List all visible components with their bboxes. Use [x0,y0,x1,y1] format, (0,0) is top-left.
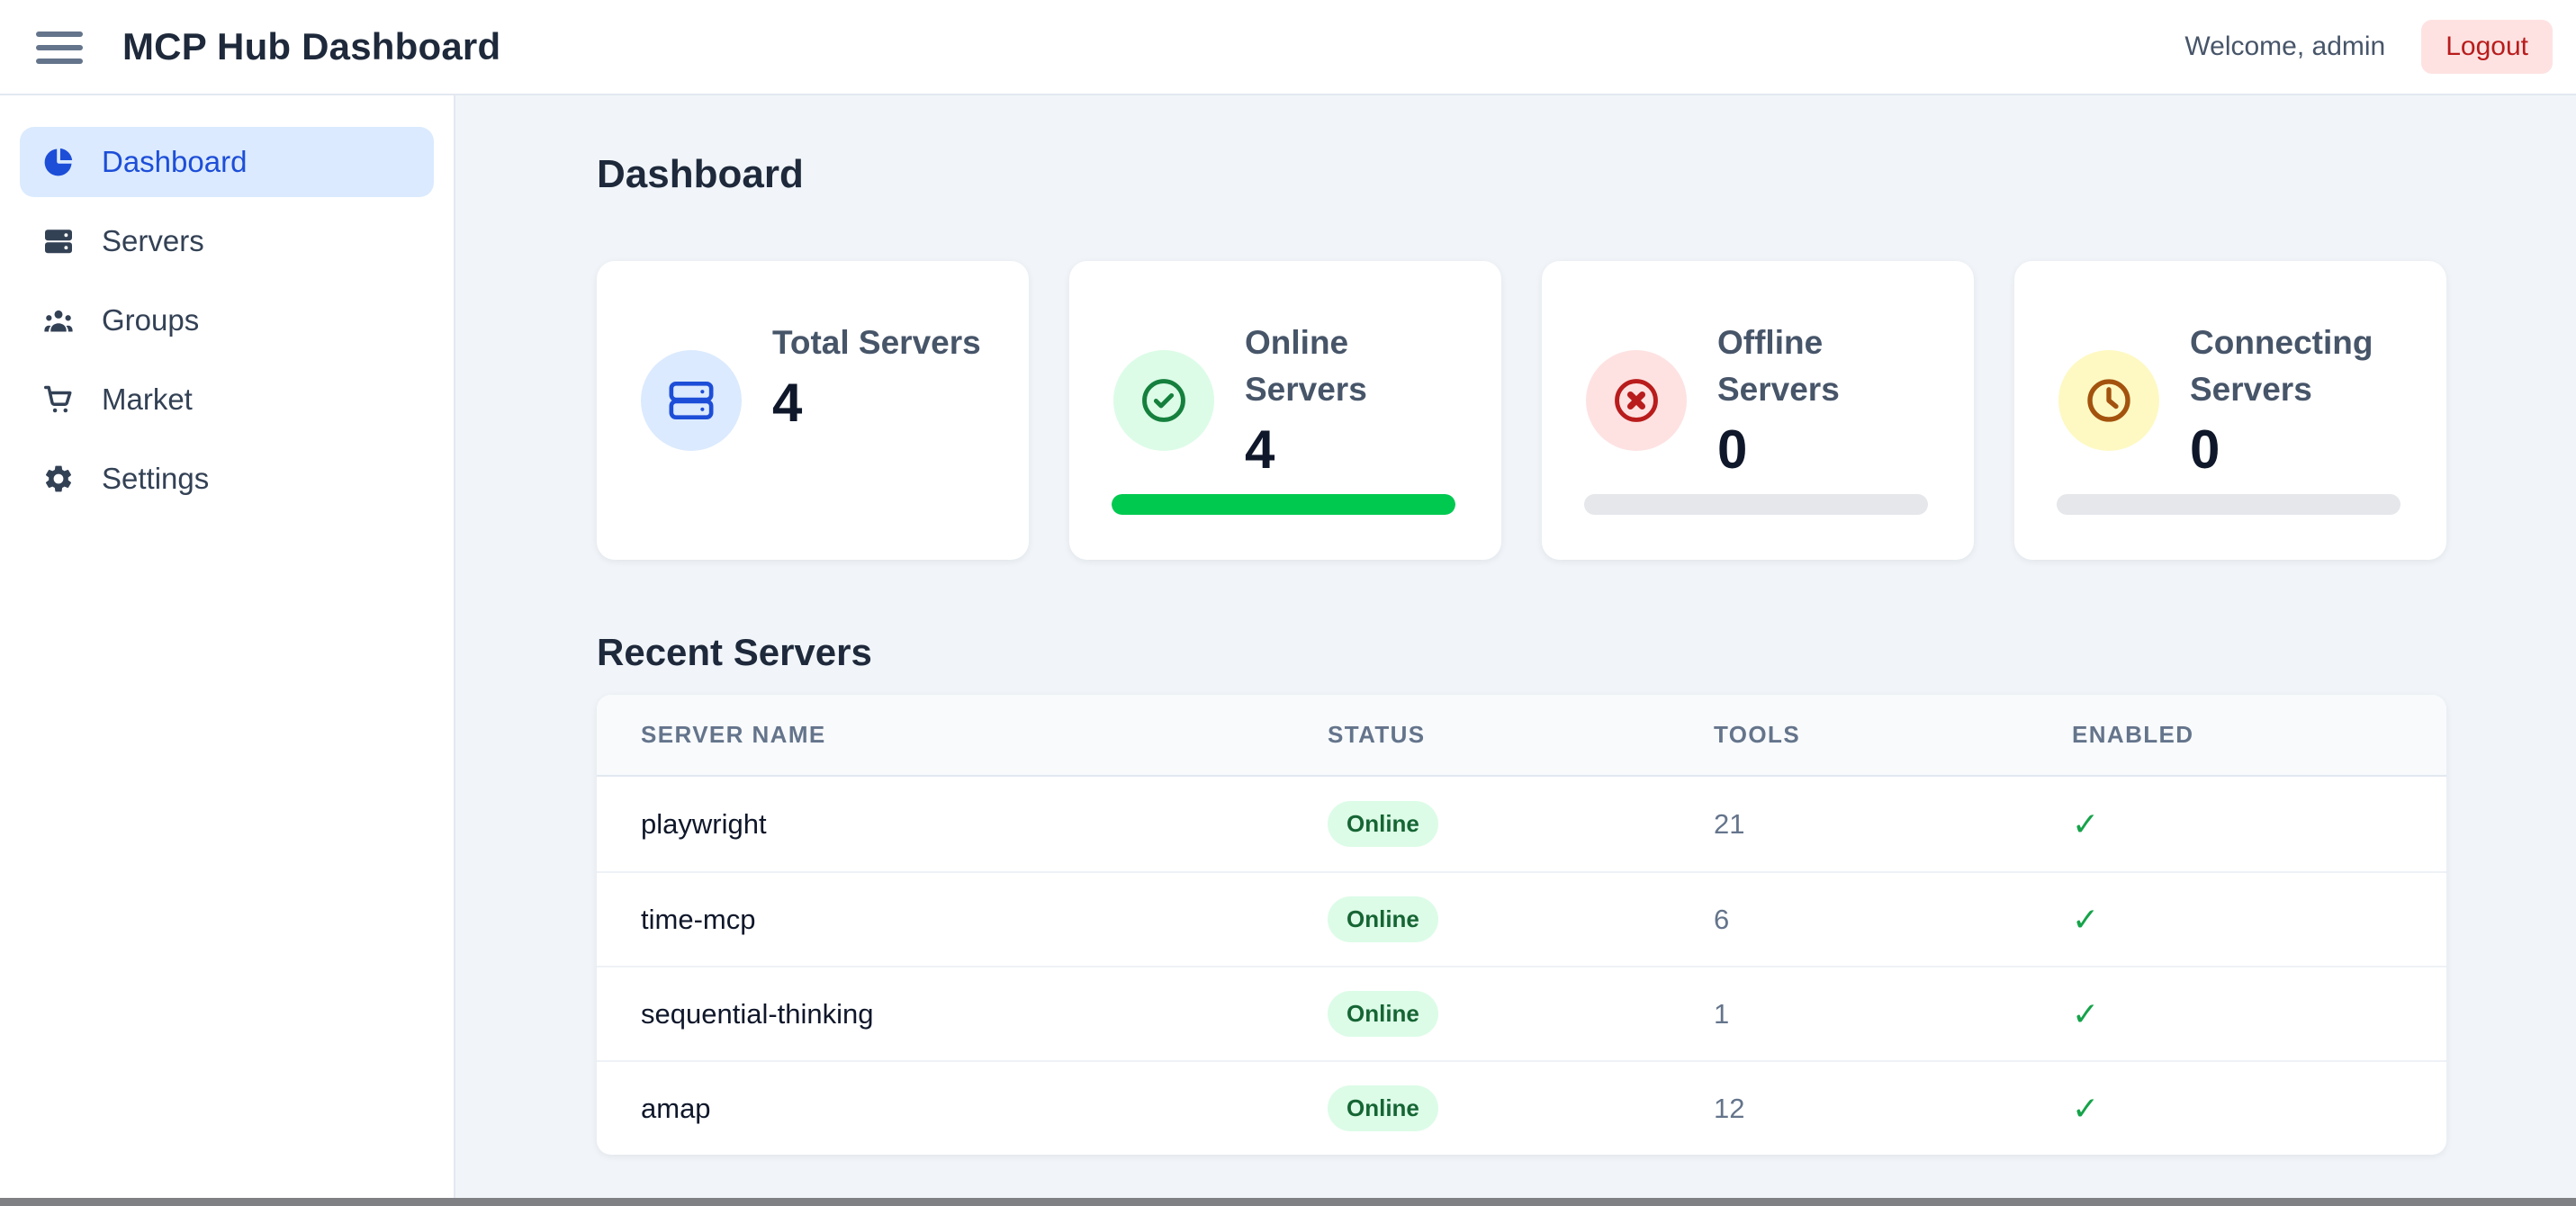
progress-bar [1112,494,1455,515]
welcome-text: Welcome, admin [2184,32,2386,61]
cart-icon [42,383,75,416]
server-name-cell: amap [641,1092,711,1124]
server-name-cell: playwright [641,807,767,840]
stat-label: Offline Servers [1717,324,1840,408]
sidebar-item-label: Dashboard [102,145,248,178]
clock-icon [2058,350,2159,451]
stat-card-connecting-servers: Connecting Servers 0 [2014,261,2446,560]
stat-value: 0 [2190,419,2220,480]
table-row: playwright Online 21 ✓ [597,777,2446,871]
sidebar-item-dashboard[interactable]: Dashboard [20,127,434,197]
server-icon [641,350,742,451]
top-header: MCP Hub Dashboard Welcome, admin Logout [0,0,2576,95]
tools-count-cell: 12 [1714,1092,1745,1124]
sidebar-item-label: Groups [102,303,200,337]
horizontal-scrollbar[interactable] [0,1198,2576,1206]
tools-count-cell: 21 [1714,807,1745,840]
status-cell: Online [1283,1085,1670,1131]
column-header-enabled: Enabled [2072,721,2194,748]
stat-label: Online Servers [1245,324,1367,408]
sidebar-item-groups[interactable]: Groups [20,285,434,356]
server-name-cell: time-mcp [641,903,756,935]
column-header-tools: Tools [1714,721,1801,748]
main-content: Dashboard Total Servers 4 [455,95,2576,1206]
sidebar: Dashboard Servers [0,95,455,1198]
sidebar-item-label: Servers [102,224,204,257]
stat-card-online-servers: Online Servers 4 [1069,261,1501,560]
column-header-server-name: Server Name [641,721,826,748]
server-icon [42,225,75,257]
logout-button[interactable]: Logout [2421,20,2553,74]
table-header-row: Server Name Status Tools Enabled [597,695,2446,777]
status-badge: Online [1328,896,1438,942]
progress-bar [2057,494,2400,515]
server-name-cell: sequential-thinking [641,997,874,1030]
stat-value: 4 [772,373,803,433]
header-right: Welcome, admin Logout [2184,20,2553,74]
stat-label: Connecting Servers [2190,324,2373,408]
table-row: time-mcp Online 6 ✓ [597,871,2446,966]
x-circle-icon [1586,350,1687,451]
recent-servers-table: Server Name Status Tools Enabled playwri… [597,695,2446,1155]
sidebar-item-servers[interactable]: Servers [20,206,434,276]
enabled-check-icon: ✓ [2072,994,2100,1032]
stat-card-total-servers: Total Servers 4 [597,261,1029,560]
table-row: sequential-thinking Online 1 ✓ [597,966,2446,1060]
status-badge: Online [1328,801,1438,847]
status-cell: Online [1283,801,1670,847]
stat-value: 4 [1245,419,1275,480]
enabled-check-icon: ✓ [2072,900,2100,938]
sidebar-item-settings[interactable]: Settings [20,444,434,514]
recent-servers-title: Recent Servers [597,631,872,673]
enabled-check-icon: ✓ [2072,805,2100,842]
table-body: playwright Online 21 ✓ time-mcp Online 6… [597,777,2446,1155]
stat-value: 0 [1717,419,1748,480]
status-badge: Online [1328,991,1438,1037]
stat-cards: Total Servers 4 Online Servers [597,261,2446,560]
enabled-check-icon: ✓ [2072,1089,2100,1127]
app-title: MCP Hub Dashboard [122,25,501,68]
sidebar-item-label: Market [102,382,193,416]
menu-icon[interactable] [36,32,83,64]
status-cell: Online [1283,896,1670,942]
gear-icon [42,463,75,495]
stat-label: Total Servers [772,324,981,361]
users-icon [42,304,75,337]
page-title: Dashboard [597,152,804,196]
status-cell: Online [1283,991,1670,1037]
table-row: amap Online 12 ✓ [597,1060,2446,1155]
pie-chart-icon [42,146,75,178]
column-header-status: Status [1328,721,1426,748]
tools-count-cell: 1 [1714,997,1730,1030]
status-badge: Online [1328,1085,1438,1131]
tools-count-cell: 6 [1714,903,1730,935]
stat-card-offline-servers: Offline Servers 0 [1542,261,1974,560]
sidebar-item-market[interactable]: Market [20,364,434,435]
check-circle-icon [1113,350,1214,451]
sidebar-item-label: Settings [102,462,210,495]
progress-bar [1584,494,1928,515]
